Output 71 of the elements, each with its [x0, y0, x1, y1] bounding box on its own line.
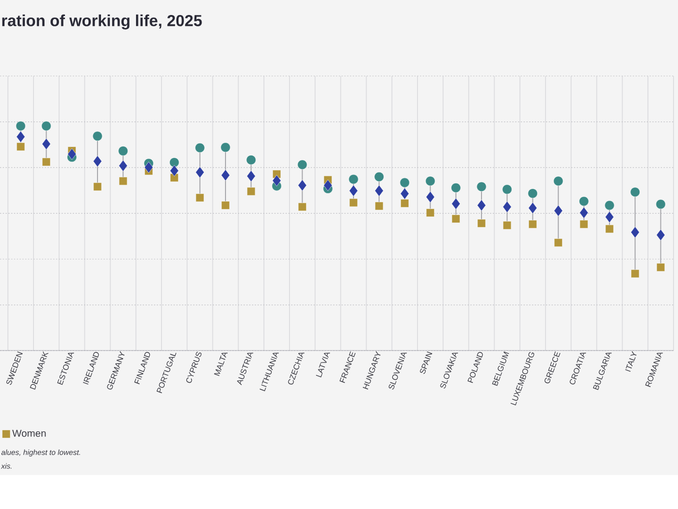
point [656, 229, 666, 241]
point [630, 269, 640, 278]
point [298, 180, 307, 192]
point [426, 191, 435, 203]
point [220, 142, 230, 152]
point [348, 174, 358, 184]
point [374, 172, 384, 182]
point [630, 226, 640, 238]
point [476, 182, 486, 192]
point [349, 198, 358, 207]
point [118, 160, 128, 172]
point [169, 158, 180, 168]
point [118, 146, 128, 156]
point [16, 142, 25, 151]
point [553, 176, 564, 186]
point [400, 188, 410, 200]
point [528, 202, 538, 214]
point [579, 196, 589, 206]
point [349, 184, 358, 196]
point [221, 169, 230, 181]
point [170, 164, 179, 176]
point [298, 202, 306, 212]
point [221, 201, 230, 210]
point [246, 187, 256, 196]
point [272, 174, 282, 186]
point [425, 176, 436, 186]
point [580, 206, 588, 218]
point [92, 131, 102, 141]
point [605, 224, 614, 234]
point [93, 156, 102, 168]
point [374, 202, 384, 210]
point [656, 263, 665, 272]
point [554, 238, 562, 247]
point [604, 200, 614, 210]
point [246, 155, 256, 165]
point [196, 194, 204, 202]
point [502, 201, 512, 213]
point [451, 182, 461, 193]
point [68, 148, 76, 160]
point [93, 182, 102, 191]
point [452, 214, 460, 223]
point [118, 176, 128, 186]
point [528, 188, 538, 198]
point [605, 211, 614, 223]
point [400, 199, 409, 208]
point [42, 138, 51, 150]
point [528, 220, 537, 228]
point [374, 184, 384, 196]
point [144, 162, 154, 174]
point [554, 204, 563, 216]
point [324, 180, 332, 192]
point [580, 220, 588, 228]
point [477, 200, 486, 212]
point [477, 219, 486, 228]
point [196, 166, 204, 178]
point [297, 160, 308, 170]
point [400, 178, 410, 188]
point [195, 142, 205, 153]
point [502, 184, 512, 194]
point [630, 187, 640, 197]
point [426, 208, 434, 217]
chart-title: ration of working life, 2025 [2, 14, 202, 30]
point [502, 221, 512, 230]
point [656, 199, 666, 210]
point [42, 158, 50, 166]
point [16, 131, 26, 143]
point [246, 170, 256, 182]
point [41, 121, 52, 131]
point [16, 121, 26, 131]
point [452, 198, 460, 210]
legend-label: Women [12, 430, 46, 437]
